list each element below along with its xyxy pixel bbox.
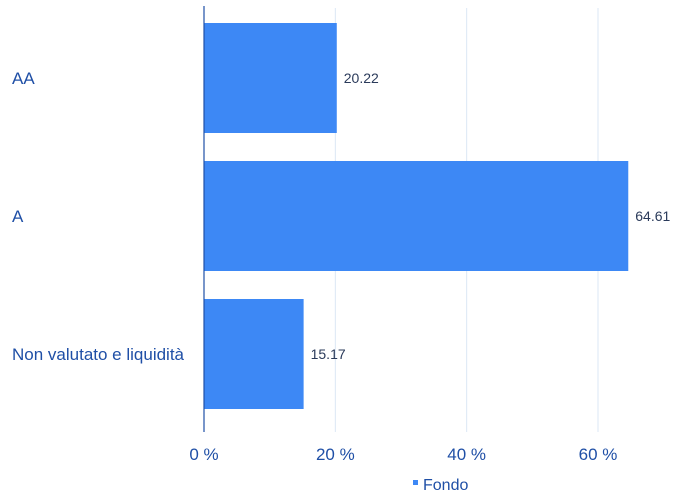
value-label-2: 15.17 bbox=[311, 346, 346, 362]
x-tick-label-60: 60 % bbox=[579, 445, 618, 464]
category-label-1: A bbox=[12, 207, 24, 226]
bar-0 bbox=[204, 23, 337, 133]
legend-swatch-fondo bbox=[413, 480, 418, 485]
bar-2 bbox=[204, 299, 304, 409]
value-label-0: 20.22 bbox=[344, 70, 379, 86]
bar-1 bbox=[204, 161, 629, 271]
bars bbox=[204, 23, 629, 409]
x-tick-label-40: 40 % bbox=[447, 445, 486, 464]
labels: 0 % 20 % 40 % 60 % AA 20.22 A 64.61 Non valutato… bbox=[12, 69, 671, 464]
value-label-1: 64.61 bbox=[635, 208, 670, 224]
legend-label-fondo: Fondo bbox=[423, 477, 468, 494]
x-tick-label-20: 20 % bbox=[316, 445, 355, 464]
x-tick-label-0: 0 % bbox=[189, 445, 218, 464]
category-label-0: AA bbox=[12, 69, 35, 88]
legend: Fondo bbox=[413, 477, 468, 494]
category-label-2: Non valutato e liquidità bbox=[12, 345, 185, 364]
